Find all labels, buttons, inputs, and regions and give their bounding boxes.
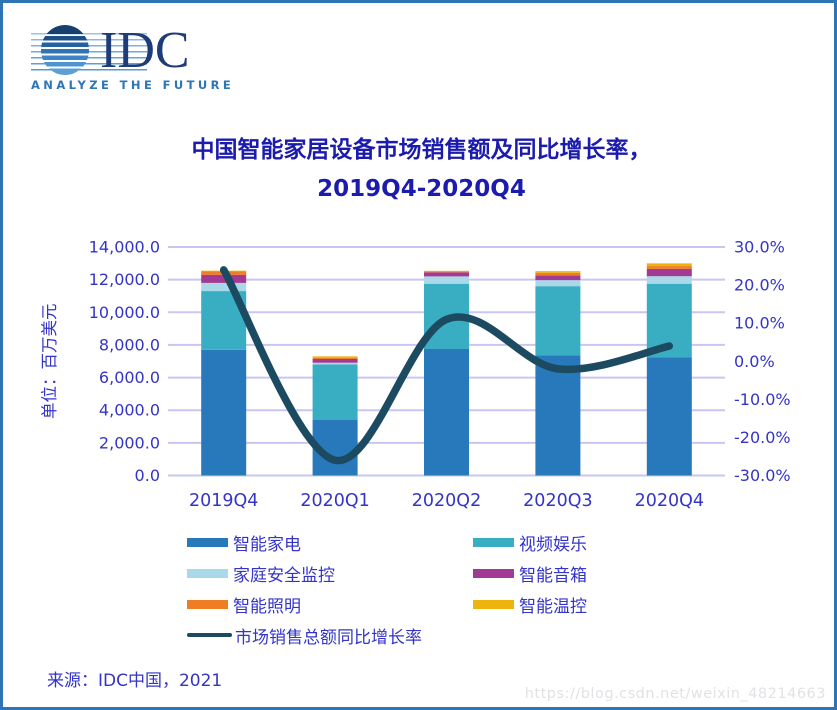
legend-swatch-icon (187, 568, 228, 578)
legend-swatch-icon (473, 568, 514, 578)
bar-segment-家庭安全监控 (424, 276, 469, 284)
y-left-tick-label: 14,000.0 (89, 238, 160, 257)
legend-line-icon (187, 633, 232, 637)
legend-item-智能家电: 智能家电 (187, 533, 473, 555)
legend-swatch-icon (187, 599, 228, 609)
bar-segment-智能音箱 (312, 358, 358, 363)
idc-logo: IDC ANALYZE THE FUTURE (27, 17, 237, 95)
chart-title: 中国智能家居设备市场销售额及同比增长率， 2019Q4-2020Q4 (3, 131, 834, 209)
y-right-tick-label: -10.0% (734, 390, 791, 409)
legend-item-市场销售总额同比增长率: 市场销售总额同比增长率 (187, 626, 727, 648)
legend-label: 智能温控 (519, 596, 587, 617)
y-left-tick-label: 12,000.0 (89, 270, 160, 289)
bar-segment-智能照明 (646, 266, 692, 269)
bar-segment-家庭安全监控 (535, 280, 581, 287)
globe-lines (31, 33, 147, 71)
bar-segment-视频娱乐 (312, 364, 358, 421)
x-tick-label: 2020Q3 (523, 491, 592, 511)
legend-label: 家庭安全监控 (233, 565, 335, 586)
legend-label: 智能家电 (233, 534, 301, 555)
legend-item-智能音箱: 智能音箱 (473, 564, 727, 586)
bar-segment-智能照明 (312, 357, 358, 359)
idc-logo-graphic: IDC ANALYZE THE FUTURE (31, 22, 234, 92)
bar-segment-家庭安全监控 (312, 362, 358, 365)
x-tick-label: 2019Q4 (189, 491, 258, 511)
bar-segment-智能照明 (535, 272, 581, 276)
y-right-tick-label: -20.0% (734, 428, 791, 447)
idc-logo-text: IDC (100, 22, 190, 79)
legend-label: 智能音箱 (519, 565, 587, 586)
bar-segment-智能家电 (535, 355, 581, 476)
bar-segment-视频娱乐 (535, 286, 581, 356)
legend-item-智能温控: 智能温控 (473, 595, 727, 617)
globe-icon (41, 25, 89, 75)
legend-label: 智能照明 (233, 596, 301, 617)
legend-swatch-icon (473, 537, 514, 547)
growth-rate-line (219, 266, 674, 465)
chart-title-line2: 2019Q4-2020Q4 (317, 176, 526, 202)
stacked-bar-line-chart: 14,000.0 12,000.0 10,000.0 8,000.0 6,000.0 4,… (40, 238, 791, 512)
legend-item-家庭安全监控: 家庭安全监控 (187, 564, 473, 586)
legend-item-视频娱乐: 视频娱乐 (473, 533, 727, 555)
bar-segment-智能温控 (312, 356, 358, 358)
x-tick-label: 2020Q2 (412, 491, 481, 511)
bar-segment-智能音箱 (535, 275, 581, 281)
y-right-tick-label: 30.0% (734, 238, 785, 257)
y-left-tick-label: 6,000.0 (99, 368, 160, 387)
legend-label: 视频娱乐 (519, 534, 587, 555)
x-tick-label: 2020Q1 (300, 491, 369, 511)
legend-item-智能照明: 智能照明 (187, 595, 473, 617)
bar-segment-智能家电 (646, 357, 692, 476)
y-right-tick-label: 20.0% (734, 276, 785, 295)
chart-legend: 智能家电 视频娱乐家庭安全监控 智能音箱智能照明 智能温控市场销售总额同比增长率 (187, 533, 727, 648)
y-left-axis-title: 单位：百万美元 (40, 304, 59, 420)
source-note: 来源：IDC中国，2021 (47, 671, 223, 691)
y-left-tick-label: 2,000.0 (99, 433, 160, 452)
bar-segment-智能温控 (535, 271, 581, 273)
bar-segment-智能音箱 (424, 272, 469, 277)
idc-logo-tagline: ANALYZE THE FUTURE (31, 78, 234, 92)
x-tick-label: 2020Q4 (635, 491, 704, 511)
y-right-tick-label: 10.0% (734, 314, 785, 333)
y-left-tick-label: 0.0 (135, 466, 160, 485)
bar-segment-智能音箱 (646, 268, 692, 277)
bar-segment-家庭安全监控 (646, 276, 692, 284)
watermark-url: https://blog.csdn.net/weixin_48214663 (524, 686, 826, 702)
bar-segment-智能家电 (201, 349, 247, 476)
legend-swatch-icon (473, 599, 514, 609)
chart-title-line1: 中国智能家居设备市场销售额及同比增长率， (191, 137, 652, 163)
bar-segment-家庭安全监控 (201, 282, 247, 292)
bar-segment-智能家电 (424, 349, 469, 476)
y-left-tick-label: 10,000.0 (89, 303, 160, 322)
y-right-tick-label: 0.0% (734, 352, 775, 371)
bar-segment-智能温控 (646, 263, 692, 267)
bar-segment-智能照明 (424, 271, 469, 273)
legend-label: 市场销售总额同比增长率 (235, 627, 422, 648)
bar-segment-智能音箱 (201, 274, 247, 283)
legend-swatch-icon (187, 537, 228, 547)
y-right-tick-label: -30.0% (734, 466, 791, 485)
y-left-tick-label: 4,000.0 (99, 401, 160, 420)
y-left-tick-label: 8,000.0 (99, 335, 160, 354)
